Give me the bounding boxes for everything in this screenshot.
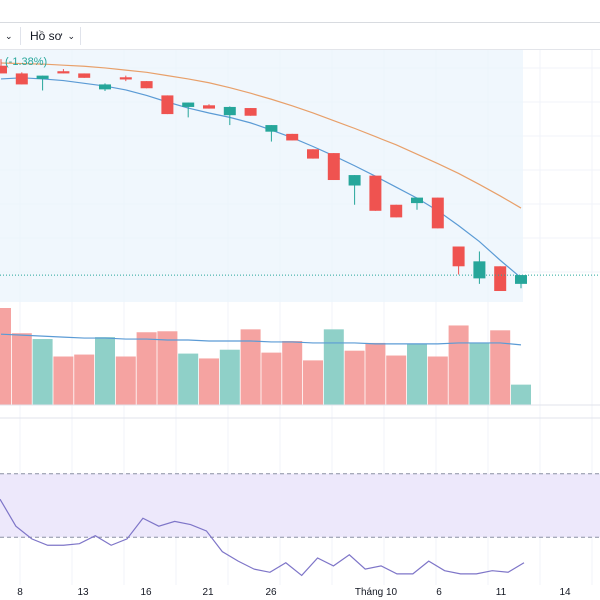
volume-bar [199,358,219,405]
volume-bar [490,330,511,405]
x-tick-label: 11 [496,587,507,598]
browser-strip [0,0,600,23]
candle-body [494,266,507,292]
candle-body [327,153,340,181]
stock-chart[interactable]: 8 13 16 21 26 Tháng 10 6 11 14 (-1.38%) [0,50,600,600]
partial-menu-dropdown[interactable]: ⌄ [0,23,13,49]
volume-pane [0,308,531,405]
rsi-pane [0,473,600,577]
candle-body [119,77,132,80]
candle-body [307,149,319,159]
candle-body [348,175,361,186]
candle-body [161,95,174,115]
chevron-down-icon: ⌄ [67,30,76,41]
volume-bar [469,342,490,405]
x-tick-label: 26 [265,587,277,598]
ma-long-line [0,62,522,209]
volume-bar [323,329,344,405]
legend-change-percent: (-1.38%) [5,56,47,68]
candle-body [244,108,257,116]
candle-body [203,105,215,109]
volume-bar [74,354,95,405]
volume-bar [53,356,74,405]
pane-dividers [0,404,600,419]
selection-highlight [0,50,523,302]
chart-toolbar: ⌄ Hồ sơ ⌄ [0,23,600,50]
rsi-band [0,473,600,538]
candle-body [452,246,465,267]
candle-body [182,102,195,107]
volume-ma-line [0,333,522,346]
candle-body [286,133,299,141]
volume-bar [427,356,448,405]
x-tick-label: 13 [77,587,89,598]
candle-body [411,197,423,204]
candle-body [15,73,28,85]
volume-bar [448,325,469,405]
volume-bar [115,356,136,405]
volume-bar [407,343,427,405]
x-tick-label: 16 [140,587,152,598]
candle-body [369,175,382,211]
volume-bar [344,350,365,405]
candle-body [515,275,527,284]
volume-bar [95,337,115,405]
x-tick-label: Tháng 10 [355,587,398,598]
profile-dropdown[interactable]: Hồ sơ ⌄ [30,23,75,49]
x-axis: 8 13 16 21 26 Tháng 10 6 11 14 [17,587,571,598]
profile-label: Hồ sơ [30,29,63,43]
x-tick-label: 6 [436,587,442,598]
volume-bar [282,340,303,405]
x-tick-label: 21 [202,587,214,598]
volume-bar [386,355,407,405]
volume-bar [261,352,282,405]
volume-bar [157,331,178,405]
volume-bar [240,329,261,405]
volume-bar [0,308,11,405]
candle-body [390,204,403,218]
volume-bar [511,384,531,405]
volume-bar [303,360,323,405]
candle-body [78,73,91,78]
volume-bar [178,353,199,405]
toolbar-divider [20,27,21,45]
x-tick-label: 8 [17,587,23,598]
candle-body [140,81,153,89]
candle-body [223,106,236,116]
volume-bar [11,333,32,405]
volume-bar [365,342,386,405]
candle-body [57,71,70,74]
price-pane [0,59,527,292]
x-tick-label: 14 [559,587,571,598]
volume-bar [136,332,157,405]
candle-body [0,65,7,74]
candle-body [36,75,49,79]
rsi-line [0,498,525,577]
toolbar-divider [80,27,81,45]
candle-body [99,84,111,90]
candle-body [473,261,486,279]
candle-body [431,197,444,229]
chevron-down-icon: ⌄ [5,30,13,41]
volume-bar [219,349,240,405]
volume-bar [32,339,53,405]
candle-body [265,125,278,132]
